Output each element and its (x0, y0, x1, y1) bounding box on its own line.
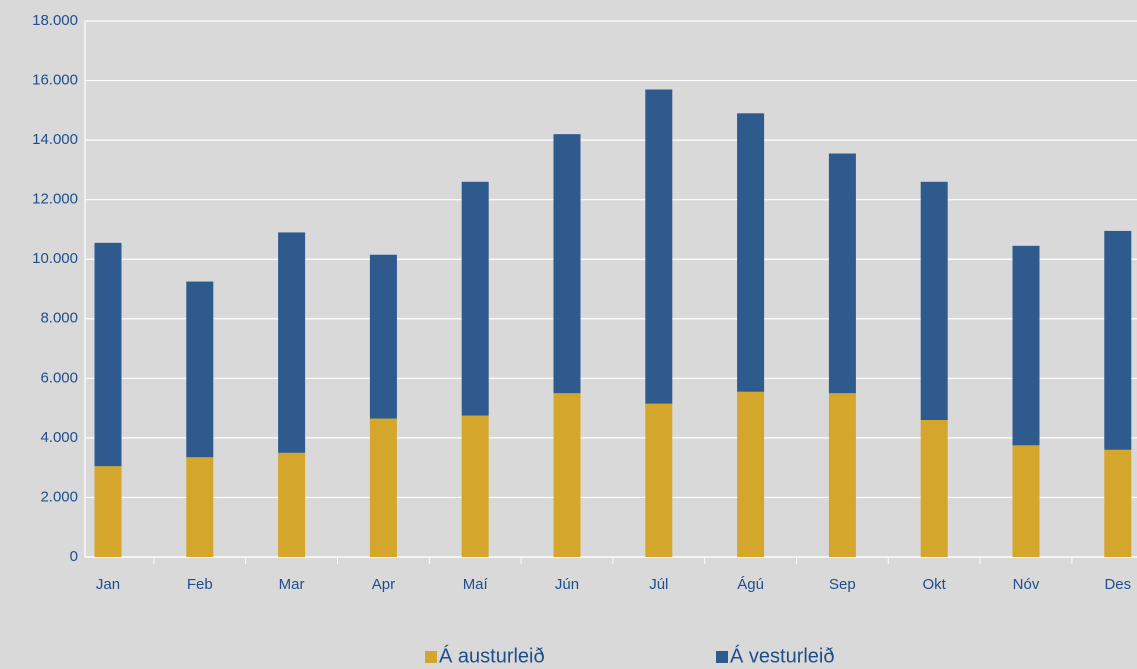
bar-segment (369, 254, 397, 419)
bar-segment (278, 452, 306, 557)
bar-segment (461, 415, 489, 557)
legend-swatch (716, 651, 728, 663)
bar-segment (278, 232, 306, 453)
bar-segment (645, 403, 673, 557)
bar-segment (737, 391, 765, 557)
bar-segment (553, 393, 581, 557)
bar-segment (920, 420, 948, 557)
x-tick-label: Jún (555, 576, 579, 593)
x-tick-label: Maí (463, 576, 489, 593)
y-tick-label: 14.000 (32, 131, 78, 148)
y-tick-label: 10.000 (32, 250, 78, 267)
x-tick-label: Mar (279, 576, 305, 593)
bar-segment (828, 393, 856, 557)
legend-label: Á austurleið (439, 644, 545, 667)
bar-segment (737, 113, 765, 392)
y-tick-label: 2.000 (40, 488, 78, 505)
x-tick-label: Júl (649, 576, 668, 593)
y-tick-label: 8.000 (40, 310, 78, 327)
bar-segment (1012, 245, 1040, 446)
y-tick-label: 18.000 (32, 12, 78, 29)
bar-segment (1012, 445, 1040, 557)
y-tick-label: 4.000 (40, 429, 78, 446)
bar-segment (369, 418, 397, 557)
y-tick-label: 16.000 (32, 72, 78, 89)
y-tick-label: 6.000 (40, 369, 78, 386)
x-tick-label: Sep (829, 576, 856, 593)
y-tick-label: 0 (70, 548, 78, 565)
bar-segment (920, 181, 948, 421)
x-tick-label: Ágú (737, 576, 764, 593)
bar-segment (461, 181, 489, 416)
x-tick-label: Des (1104, 576, 1131, 593)
legend-label: Á vesturleið (730, 644, 835, 667)
x-tick-label: Jan (96, 576, 120, 593)
x-tick-label: Feb (187, 576, 213, 593)
bar-segment (1104, 230, 1132, 450)
bar-segment (645, 89, 673, 404)
bar-segment (1104, 449, 1132, 557)
bar-segment (553, 134, 581, 394)
y-tick-label: 12.000 (32, 191, 78, 208)
bar-segment (94, 242, 122, 467)
bar-segment (828, 153, 856, 394)
bar-segment (186, 281, 214, 458)
bar-segment (94, 466, 122, 557)
x-tick-label: Nóv (1013, 576, 1040, 593)
bar-segment (186, 457, 214, 557)
x-tick-label: Okt (923, 576, 947, 593)
legend-swatch (425, 651, 437, 663)
x-tick-label: Apr (372, 576, 395, 593)
